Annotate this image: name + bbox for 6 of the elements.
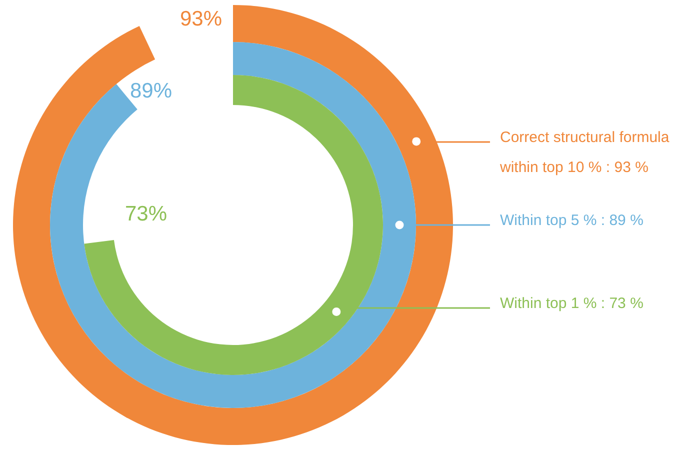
data-label: 89% xyxy=(130,80,172,103)
data-label: 93% xyxy=(180,8,222,31)
text: Within top 5 % : 89 % xyxy=(500,212,644,229)
text: Correct structural formula within top 10 % : 93 % xyxy=(499,129,670,176)
text: Within top 1 % : 73 % xyxy=(500,295,644,312)
data-label: 73% xyxy=(125,202,168,226)
